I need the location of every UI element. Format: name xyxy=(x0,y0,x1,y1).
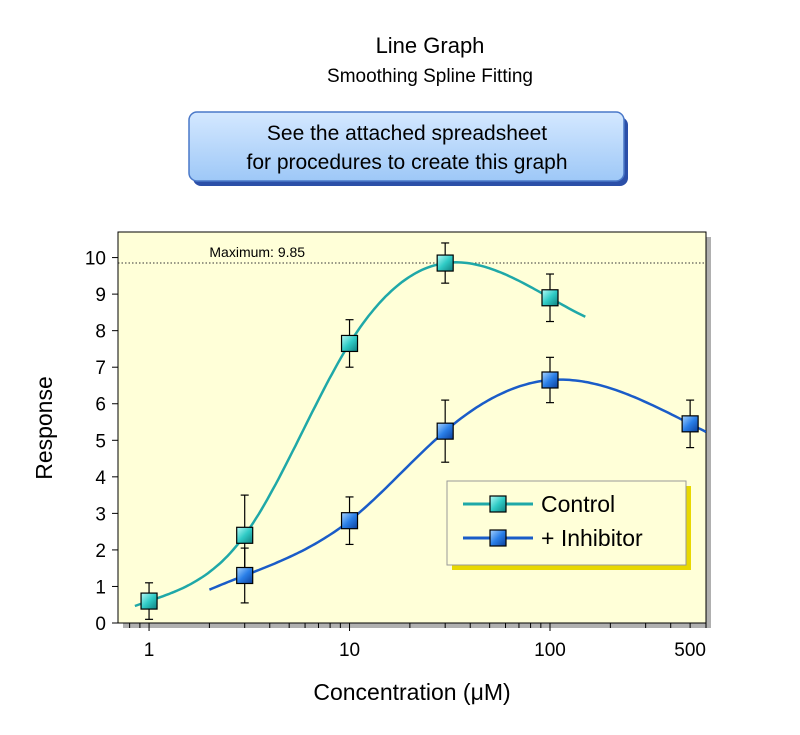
fit-curves xyxy=(134,261,706,608)
x-axis: 1 10 100 500 xyxy=(118,622,707,661)
data-point-inhibitor xyxy=(340,512,359,530)
data-point-control xyxy=(340,334,359,353)
data-point-inhibitor xyxy=(436,422,454,440)
note-line-2: for procedures to create this graph xyxy=(246,151,567,174)
legend-label: + Inhibitor xyxy=(541,525,643,551)
data-point-inhibitor xyxy=(541,371,559,389)
y-tick-label: 5 xyxy=(95,431,106,452)
y-tick-label: 3 xyxy=(95,504,106,525)
y-tick-label: 2 xyxy=(95,541,106,562)
x-tick-label: 1 xyxy=(144,640,155,661)
reference-line-layer: Maximum: 9.85 xyxy=(118,244,706,264)
y-tick-label: 7 xyxy=(95,358,106,379)
y-tick-label: 1 xyxy=(95,577,106,598)
legend-item-control: Control xyxy=(463,491,615,517)
chart-subtitle: Smoothing Spline Fitting xyxy=(327,66,533,87)
data-point-control xyxy=(436,254,454,272)
x-tick-label: 10 xyxy=(339,640,360,661)
y-axis-label: Response xyxy=(31,376,57,480)
data-point-inhibitor xyxy=(681,415,699,433)
data-point-control xyxy=(140,592,158,610)
y-tick-label: 4 xyxy=(95,468,106,489)
data-point-control xyxy=(236,526,254,544)
y-axis: 0 1 2 3 4 5 6 7 8 9 10 xyxy=(85,232,119,635)
maximum-label: Maximum: 9.85 xyxy=(209,244,305,260)
x-tick-label: 500 xyxy=(674,640,706,661)
x-tick-label: 100 xyxy=(534,640,566,661)
legend-marker xyxy=(489,495,507,513)
note-box: See the attached spreadsheet for procedu… xyxy=(188,111,628,186)
legend-item-inhibitor: + Inhibitor xyxy=(463,525,643,551)
y-tick-label: 9 xyxy=(95,285,106,306)
y-tick-label: 6 xyxy=(95,395,106,416)
y-tick-label: 0 xyxy=(95,614,106,635)
legend: Control + Inhibitor xyxy=(446,480,691,570)
note-line-1: See the attached spreadsheet xyxy=(267,122,547,145)
data-point-inhibitor xyxy=(236,566,254,585)
y-tick-label: 8 xyxy=(95,322,106,343)
legend-marker xyxy=(489,529,507,547)
chart-title: Line Graph xyxy=(376,33,485,58)
data-markers xyxy=(140,254,699,610)
fit-curve-inhibitor xyxy=(208,378,706,591)
data-point-control xyxy=(541,289,559,307)
y-tick-label: 10 xyxy=(85,249,106,270)
fit-curve-control xyxy=(134,261,586,608)
x-axis-label: Concentration (μM) xyxy=(313,679,510,705)
legend-label: Control xyxy=(541,491,615,517)
